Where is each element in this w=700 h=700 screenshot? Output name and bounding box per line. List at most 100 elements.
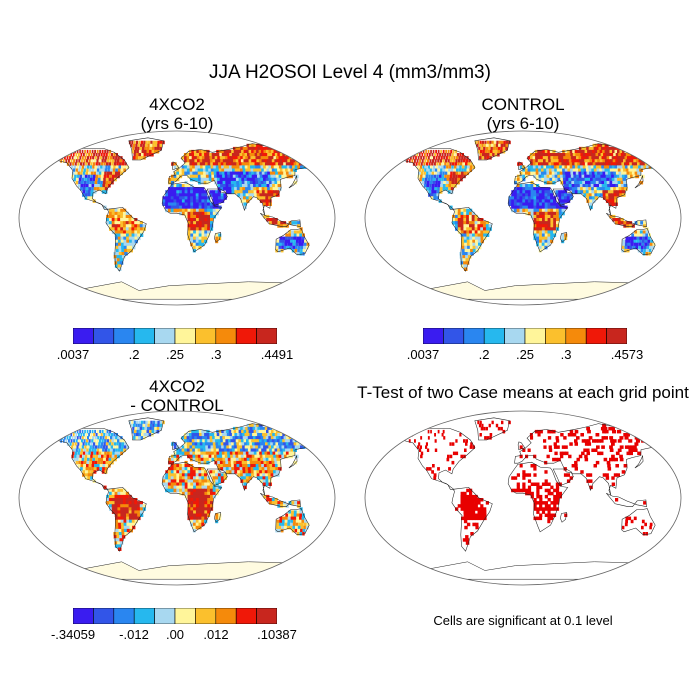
grid-cell (442, 159, 445, 163)
grid-cell (173, 202, 177, 206)
grid-cell (106, 498, 110, 502)
grid-cell (118, 267, 122, 271)
grid-cell (128, 227, 132, 231)
grid-cell (552, 196, 557, 200)
grid-cell (460, 227, 464, 231)
grid-cell (300, 439, 305, 443)
grid-cell (470, 442, 473, 446)
grid-cell (522, 482, 526, 486)
grid-cell (201, 190, 205, 194)
grid-cell (514, 193, 518, 197)
colorbar-tick-label: .4491 (260, 347, 294, 362)
grid-cell (253, 451, 258, 456)
grid-cell (466, 230, 470, 234)
grid-cell (184, 184, 188, 188)
grid-cell (474, 230, 478, 234)
grid-cell (549, 180, 553, 185)
grid-cell (544, 187, 548, 191)
grid-cell (547, 224, 551, 228)
grid-cell (541, 245, 545, 250)
grid-cell (297, 224, 301, 228)
grid-cell (544, 214, 548, 219)
grid-cell (213, 445, 217, 449)
grid-cell (204, 159, 208, 163)
grid-cell (276, 519, 280, 524)
grid-cell (220, 159, 224, 163)
grid-cell (602, 196, 607, 200)
grid-cell (264, 426, 269, 431)
grid-cell (154, 423, 158, 428)
grid-cell (268, 436, 273, 440)
grid-cell (230, 460, 235, 465)
grid-cell (115, 239, 119, 244)
grid-cell (240, 479, 244, 483)
grid-cell (89, 180, 92, 185)
grid-cell (198, 236, 202, 241)
grid-cell (68, 439, 70, 443)
antarctica-outline (36, 281, 317, 300)
grid-cell (47, 153, 50, 157)
grid-cell (114, 488, 118, 493)
grid-cell (197, 159, 201, 163)
grid-cell (269, 218, 273, 222)
grid-cell (117, 436, 120, 440)
grid-cell (645, 532, 648, 536)
grid-cell (391, 433, 393, 437)
grid-cell (114, 218, 118, 222)
grid-cell (619, 193, 623, 197)
grid-cell (463, 214, 467, 219)
grid-cell (530, 171, 534, 176)
grid-cell (472, 233, 476, 237)
grid-cell (187, 214, 191, 219)
grid-cell (519, 162, 523, 166)
grid-cell (487, 149, 490, 154)
grid-cell (639, 180, 644, 185)
grid-cell (498, 143, 501, 148)
grid-cell (574, 184, 578, 188)
grid-cell (615, 464, 619, 468)
grid-cell (224, 454, 229, 459)
grid-cell (263, 165, 267, 169)
grid-cell (105, 457, 109, 462)
grid-cell (463, 498, 467, 502)
grid-cell (139, 426, 142, 431)
grid-cell (265, 445, 270, 449)
grid-cell (117, 498, 121, 502)
grid-cell (198, 498, 202, 502)
grid-cell (197, 439, 201, 443)
grid-cell (246, 454, 250, 459)
grid-cell (134, 501, 138, 505)
grid-cell (201, 473, 205, 477)
grid-cell (438, 165, 441, 169)
grid-cell (603, 457, 608, 462)
grid-cell (105, 153, 108, 157)
grid-cell (516, 482, 520, 486)
grid-cell (251, 149, 255, 154)
grid-cell (87, 473, 91, 477)
grid-cell (192, 442, 196, 446)
grid-cell (248, 429, 253, 434)
grid-cell (621, 245, 625, 250)
colorbar-swatch (174, 608, 196, 624)
grid-cell (420, 436, 423, 440)
grid-cell (111, 221, 115, 225)
grid-cell (253, 439, 258, 443)
grid-cell (582, 153, 587, 157)
grid-cell (274, 221, 278, 225)
grid-cell (560, 174, 564, 179)
grid-cell (589, 149, 594, 154)
grid-cell (198, 205, 202, 210)
grid-cell (530, 190, 534, 194)
grid-cell (198, 202, 202, 206)
grid-cell (483, 233, 487, 237)
grid-cell (115, 448, 118, 452)
grid-cell (272, 442, 277, 446)
grid-cell (553, 445, 558, 449)
grid-cell (522, 473, 526, 477)
grid-cell (300, 153, 305, 157)
grid-cell (586, 174, 591, 179)
grid-cell (466, 227, 470, 231)
grid-cell (204, 439, 208, 443)
grid-cell (257, 445, 262, 449)
grid-cell (200, 451, 204, 456)
